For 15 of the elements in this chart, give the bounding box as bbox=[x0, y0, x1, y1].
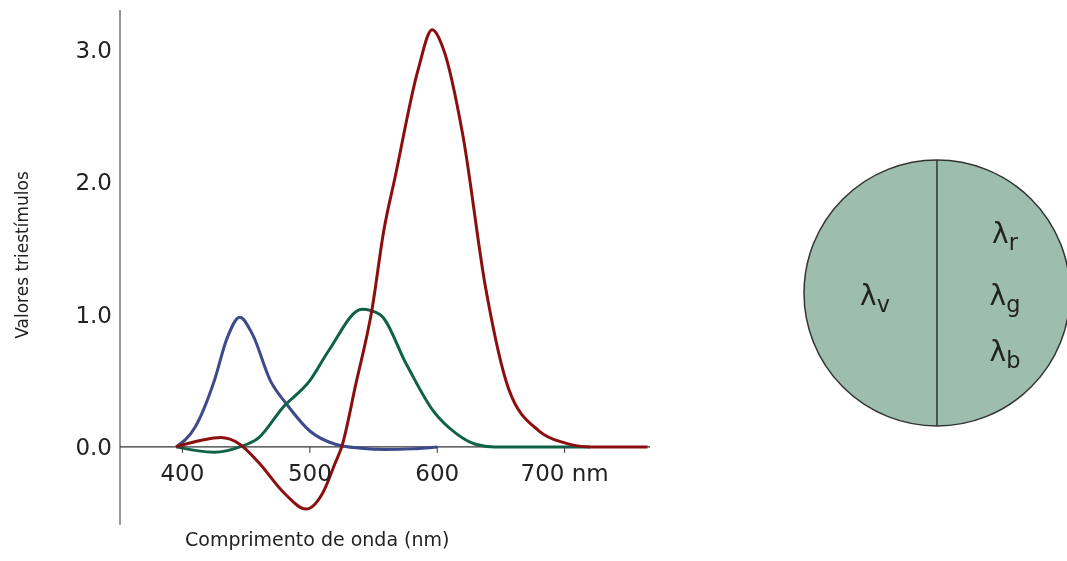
y-tick-label: 1.0 bbox=[75, 301, 112, 328]
x-tick-label: 600 bbox=[415, 459, 460, 486]
text: λ$_{g}$ bbox=[989, 279, 1021, 317]
x-tick-label: 700 nm bbox=[520, 459, 609, 486]
y-axis-title: Valores triestímulos bbox=[12, 171, 32, 339]
x-tick-label: 500 bbox=[287, 459, 332, 486]
text: λ$_{v}$ bbox=[860, 279, 890, 317]
line-series bbox=[174, 315, 439, 452]
text: λ$_{r}$ bbox=[992, 217, 1019, 255]
y-tick-label: 2.0 bbox=[75, 169, 112, 196]
text: λ$_{b}$ bbox=[989, 335, 1021, 373]
x-axis-title: Comprimento de onda (nm) bbox=[185, 528, 450, 550]
y-tick-label: 0.0 bbox=[75, 434, 112, 461]
x-tick-label: 400 bbox=[160, 459, 205, 486]
y-tick-label: 3.0 bbox=[75, 36, 112, 63]
